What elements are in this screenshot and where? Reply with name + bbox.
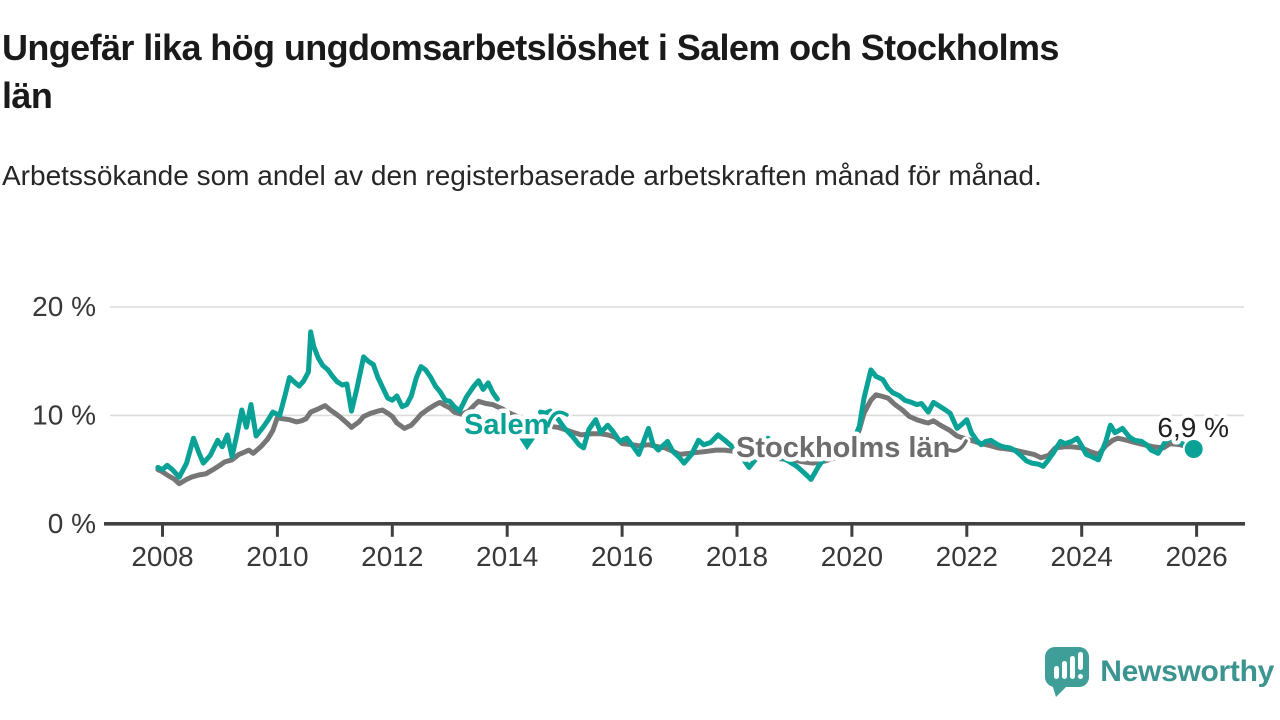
x-tick-label: 2016: [591, 541, 653, 572]
newsworthy-logo-icon: [1045, 647, 1090, 697]
y-tick-label: 20 %: [32, 291, 96, 322]
latest-value-dot-icon: [1182, 438, 1205, 460]
salem-pointer-triangle-icon: [515, 436, 539, 454]
salem-leader-line-icon: [546, 410, 569, 428]
x-tick-label: 2020: [821, 541, 883, 572]
brand-footer: Newsworthy: [1044, 646, 1274, 698]
brand-name: Newsworthy: [1100, 655, 1274, 688]
y-axis-labels: 0 % 10 % 20 %: [32, 291, 96, 539]
stockholm-leader-line-icon: [948, 439, 968, 453]
x-tick-label: 2010: [246, 541, 308, 572]
series-lines: [155, 329, 1197, 487]
stockholm-series-label: Stockholms län: [736, 432, 950, 464]
salem-series-label: Salem: [464, 409, 549, 441]
x-tick-label: 2008: [131, 541, 193, 572]
x-tick-label: 2012: [361, 541, 423, 572]
x-tick-label: 2014: [476, 541, 538, 572]
header: Ungefär lika hög ungdomsarbetslöshet i S…: [2, 24, 1122, 196]
page-subtitle: Arbetssökande som andel av den registerb…: [2, 160, 1042, 191]
x-tick-label: 2026: [1165, 541, 1227, 572]
gridlines: [110, 306, 1244, 417]
series-line-salem: [155, 329, 1197, 482]
y-tick-label: 0 %: [48, 508, 96, 539]
x-tick-label: 2022: [936, 541, 998, 572]
x-axis: 2008 2010 2012 2014 2016 2018 2020 2022 2024 2026: [104, 521, 1245, 572]
page-title: Ungefär lika hög ungdomsarbetslöshet i S…: [2, 27, 1059, 116]
series-line-stockholms-l-n: [155, 392, 1191, 487]
y-tick-label: 10 %: [32, 399, 96, 430]
x-tick-label: 2018: [706, 541, 768, 572]
x-tick-label: 2024: [1051, 541, 1113, 572]
